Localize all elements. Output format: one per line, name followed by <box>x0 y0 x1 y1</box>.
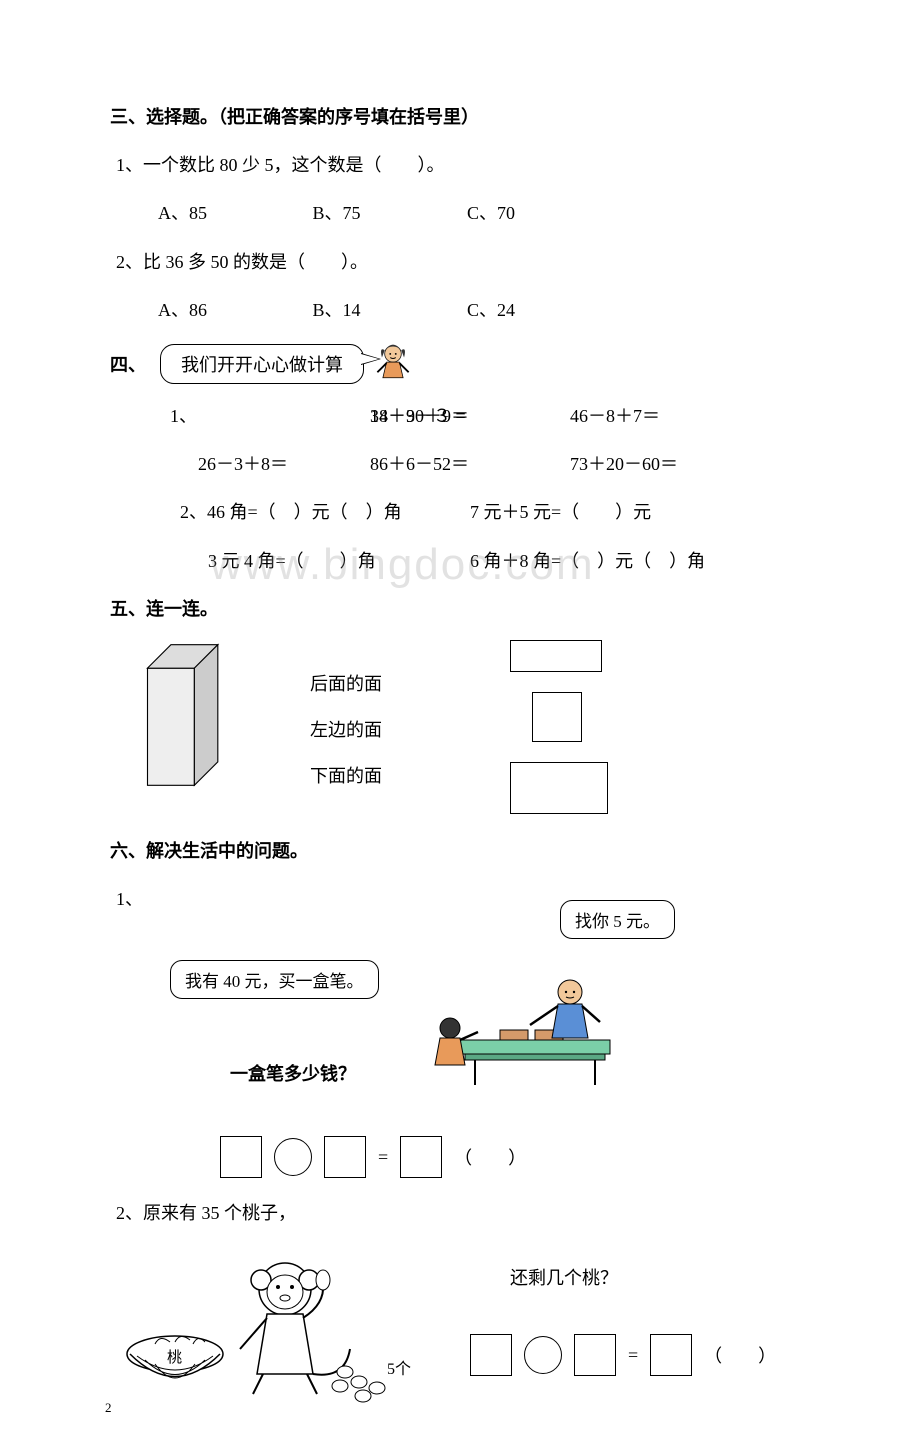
shape-square <box>532 692 582 742</box>
svg-text:5个: 5个 <box>387 1360 411 1378</box>
q3-2-choice-c: C、24 <box>467 293 617 327</box>
face-label-left: 左边的面 <box>310 716 440 742</box>
eq-operator[interactable] <box>274 1138 312 1176</box>
eq-equals: = <box>378 1147 388 1168</box>
money-2-right: 6 角＋8 角=（ ）元（ ）角 <box>470 544 705 578</box>
shape-rect-2 <box>510 762 608 814</box>
calc-2c: 73＋20－60＝ <box>570 447 770 481</box>
section-6-title: 六、解决生活中的问题。 <box>110 834 810 868</box>
section-5-title: 五、连一连。 <box>110 592 810 626</box>
cuboid-icon <box>140 640 230 790</box>
q6-1-ask: 一盒笔多少钱？ <box>230 1060 356 1086</box>
seller-bubble: 找你 5 元。 <box>560 900 675 939</box>
q6-2-ask: 还剩几个桃？ <box>510 1264 618 1290</box>
q3-2-choice-b: B、14 <box>313 293 463 327</box>
eq-unit: （ ） <box>454 1144 526 1170</box>
q3-2-text: 2、比 36 多 50 的数是（ ）。 <box>110 245 810 279</box>
eq-box[interactable] <box>400 1136 442 1178</box>
money-2-left: 3 元 4 角=（ ）角 <box>208 544 470 578</box>
q3-2-choice-a: A、86 <box>158 293 308 327</box>
section-3-title: 三、选择题。（把正确答案的序号填在括号里） <box>110 100 810 134</box>
q3-2-choices: A、86 B、14 C、24 <box>110 293 810 327</box>
speech-bubble: 我们开开心心做计算 <box>160 344 364 384</box>
eq-equals: = <box>628 1345 638 1366</box>
q3-1-choice-a: A、85 <box>158 196 308 230</box>
bubble-text: 我们开开心心做计算 <box>181 355 343 375</box>
calc-2a: 26－3＋8＝ <box>198 447 370 481</box>
eq-box[interactable] <box>470 1334 512 1376</box>
calc-1-prefix: 1、34＋30＋9 = <box>170 399 370 433</box>
q3-1-choice-b: B、75 <box>313 196 463 230</box>
eq-operator[interactable] <box>524 1336 562 1374</box>
eq-box[interactable] <box>220 1136 262 1178</box>
shop-scene-icon <box>420 970 620 1090</box>
q6-2-equation: = （ ） <box>470 1334 776 1376</box>
monkey-basket-icon: 桃 5个 <box>125 1244 445 1404</box>
q6-2-text: 2、原来有 35 个桃子， <box>110 1196 810 1230</box>
q6-2-scene: 桃 5个 还剩几个桃？ <box>110 1244 810 1414</box>
calc-2b: 86＋6－52＝ <box>370 447 570 481</box>
calc-1b: 18－9－３＝ <box>370 399 570 433</box>
calc-1c: 46－8＋7＝ <box>570 399 770 433</box>
q3-1-choice-c: C、70 <box>467 196 617 230</box>
shape-rect-1 <box>510 640 602 672</box>
eq-box[interactable] <box>574 1334 616 1376</box>
money-1-left: 2、46 角=（ ）元（ ）角 <box>180 495 470 529</box>
matching-area: 后面的面 左边的面 下面的面 <box>140 640 810 814</box>
q6-1-num: 1、 <box>110 882 810 916</box>
svg-text:桃: 桃 <box>167 1349 182 1366</box>
eq-box[interactable] <box>650 1334 692 1376</box>
section-4-label: 四、 <box>110 351 146 377</box>
page-number: 2 <box>105 1400 112 1416</box>
money-1-right: 7 元＋5 元=（ ）元 <box>470 495 651 529</box>
eq-box[interactable] <box>324 1136 366 1178</box>
q3-1-choices: A、85 B、75 C、70 <box>110 196 810 230</box>
buyer-bubble: 我有 40 元，买一盒笔。 <box>170 960 379 999</box>
face-label-bottom: 下面的面 <box>310 762 440 788</box>
face-label-back: 后面的面 <box>310 670 440 696</box>
q3-1-text: 1、一个数比 80 少 5，这个数是（ ）。 <box>110 148 810 182</box>
q6-1-scene: 我有 40 元，买一盒笔。 找你 5 元。 一盒笔多少钱？ <box>120 930 810 1130</box>
eq-unit: （ ） <box>704 1342 776 1368</box>
q6-1-equation: = （ ） <box>220 1136 810 1178</box>
